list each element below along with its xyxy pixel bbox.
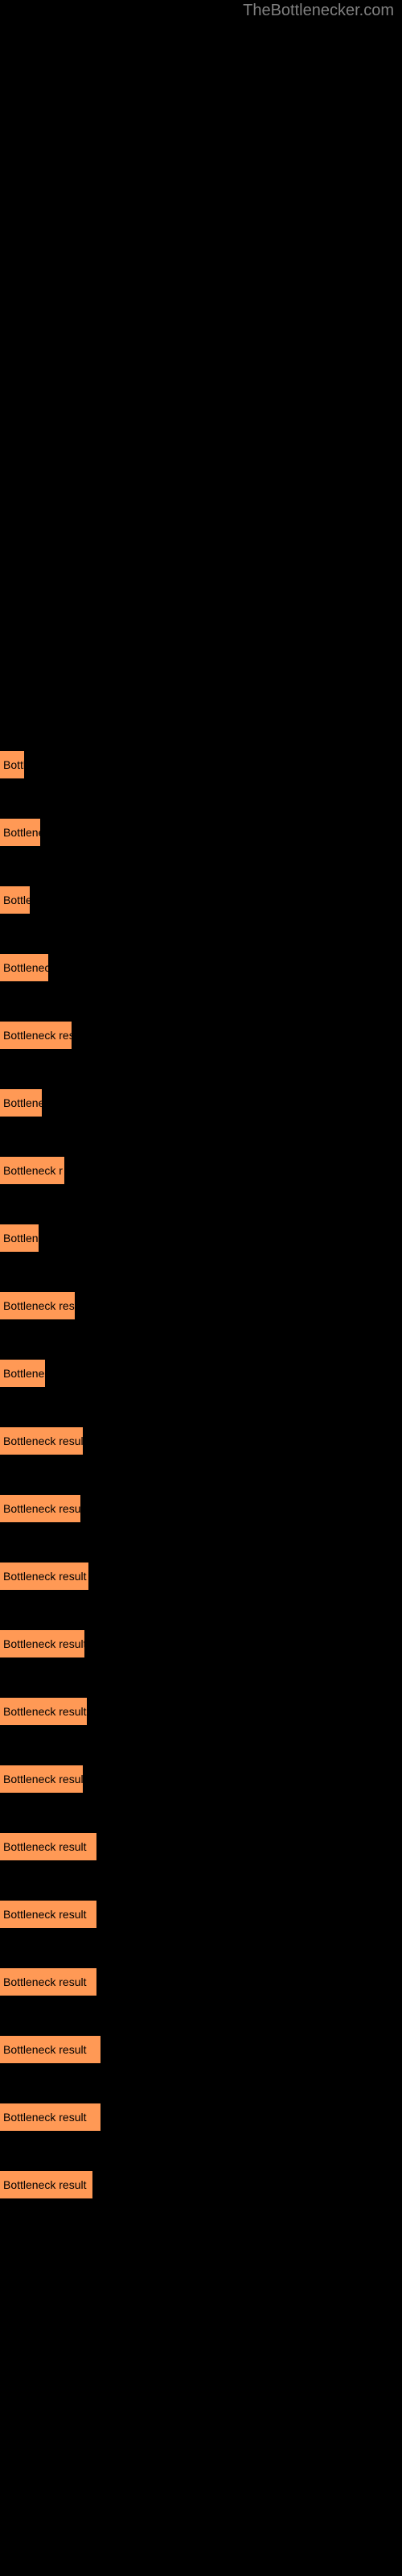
- bar-label: Bottleneck result: [3, 1570, 87, 1583]
- search-icon: [2, 2085, 14, 2096]
- bar-row: Bottlenec: [0, 815, 40, 850]
- bar-label: Bottleneck result: [3, 2111, 87, 2124]
- bar: Bottleneck result: [0, 1968, 96, 1996]
- search-icon: [2, 1612, 14, 1623]
- watermark-text: TheBottlenecker.com: [243, 2, 394, 20]
- bar: Bottleneck result: [0, 1901, 96, 1928]
- search-icon: [2, 1882, 14, 1893]
- bar: Bottle: [0, 886, 30, 914]
- bar-label: Bottleneck r: [3, 1164, 63, 1177]
- search-icon: [2, 1341, 14, 1352]
- bar: Bottleneck result: [0, 1833, 96, 1860]
- bar-row: Bottleneck result: [0, 1829, 96, 1864]
- search-icon: [2, 1274, 14, 1285]
- bar-label: Bottleneck result: [3, 1435, 83, 1447]
- search-icon: [2, 800, 14, 811]
- search-icon: [2, 1747, 14, 1758]
- bar-row: Bottleneck result: [0, 2167, 92, 2202]
- bar-label: Bottle: [3, 894, 30, 906]
- bar-label: Bottleneck r: [3, 1367, 45, 1380]
- bar-label: Bottleneck: [3, 1096, 42, 1109]
- bar-label: Bottleneck result: [3, 1502, 80, 1515]
- bar: Bottleneck result: [0, 2036, 100, 2063]
- bar-row: Bottleneck result: [0, 1761, 83, 1797]
- bar-row: Bottleneck result: [0, 1423, 83, 1459]
- search-icon: [2, 1409, 14, 1420]
- bar: Bottleneck result: [0, 1765, 83, 1793]
- bar-label: Bottleneck res: [3, 1029, 72, 1042]
- bar-label: Bottlenec: [3, 826, 40, 839]
- bar: Bottleneck result: [0, 2103, 100, 2131]
- bar: Bottleneck res: [0, 1022, 72, 1049]
- bar-label: Bottleneck: [3, 961, 48, 974]
- search-icon: [2, 1814, 14, 1826]
- search-icon: [2, 1071, 14, 1082]
- bar-label: Bottleneck result: [3, 2178, 87, 2191]
- bar: Bottleneck result: [0, 2171, 92, 2198]
- bar-row: Bottleneck r: [0, 1153, 64, 1188]
- bar: Bottleneck r: [0, 1360, 45, 1387]
- bar-row: Bottleneck rest: [0, 1288, 75, 1323]
- bar-label: Bottl: [3, 758, 24, 771]
- bar-row: Bottleneck result: [0, 1897, 96, 1932]
- bar-row: Bottlene: [0, 1220, 39, 1256]
- bar-label: Bottleneck result: [3, 1705, 87, 1718]
- search-icon: [2, 1679, 14, 1690]
- bar-row: Bottleneck: [0, 1085, 42, 1121]
- bar: Bottlene: [0, 1224, 39, 1252]
- search-icon: [2, 1950, 14, 1961]
- bar-label: Bottleneck result: [3, 2043, 87, 2056]
- search-icon: [2, 1138, 14, 1150]
- search-icon: [2, 1544, 14, 1555]
- bar-row: Bottleneck result: [0, 1964, 96, 2000]
- bar-row: Bottleneck: [0, 950, 48, 985]
- search-icon: [2, 1476, 14, 1488]
- bar-row: Bottleneck result: [0, 1694, 87, 1729]
- search-icon: [2, 868, 14, 879]
- bar-label: Bottleneck rest: [3, 1299, 75, 1312]
- bar: Bottleneck result: [0, 1698, 87, 1725]
- bar-label: Bottleneck result: [3, 1773, 83, 1785]
- search-icon: [2, 2153, 14, 2164]
- search-icon: [2, 935, 14, 947]
- search-icon: [2, 1003, 14, 1014]
- bar-row: Bottleneck result: [0, 1558, 88, 1594]
- bar-row: Bottleneck result: [0, 2032, 100, 2067]
- bar-row: Bottl: [0, 747, 24, 782]
- bar-row: Bottleneck result: [0, 1491, 80, 1526]
- bar: Bottl: [0, 751, 24, 778]
- bar-label: Bottleneck result: [3, 1637, 84, 1650]
- bar: Bottleneck result: [0, 1495, 80, 1522]
- bar: Bottleneck result: [0, 1630, 84, 1657]
- bar-row: Bottleneck r: [0, 1356, 45, 1391]
- bar-label: Bottleneck result: [3, 1840, 87, 1853]
- bar-label: Bottlene: [3, 1232, 39, 1245]
- bar-row: Bottleneck result: [0, 1626, 84, 1662]
- bar: Bottleneck: [0, 954, 48, 981]
- bar: Bottleneck result: [0, 1427, 83, 1455]
- bar: Bottleneck r: [0, 1157, 64, 1184]
- bar: Bottleneck rest: [0, 1292, 75, 1319]
- bar-label: Bottleneck result: [3, 1975, 87, 1988]
- bar-row: Bottle: [0, 882, 30, 918]
- bar: Bottleneck: [0, 1089, 42, 1117]
- bar: Bottlenec: [0, 819, 40, 846]
- bar-label: Bottleneck result: [3, 1908, 87, 1921]
- bar: Bottleneck result: [0, 1563, 88, 1590]
- bar-row: Bottleneck res: [0, 1018, 72, 1053]
- search-icon: [2, 1206, 14, 1217]
- bar-row: Bottleneck result: [0, 2099, 100, 2135]
- search-icon: [2, 2017, 14, 2029]
- search-icon: [2, 733, 14, 744]
